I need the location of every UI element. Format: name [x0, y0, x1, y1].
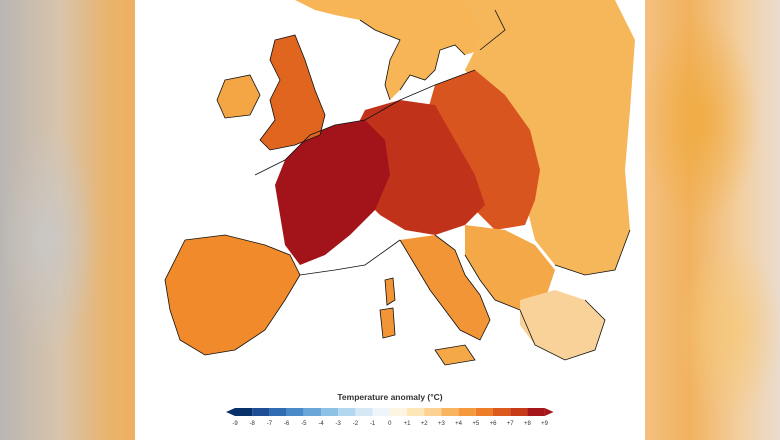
legend-tick-label: -8	[250, 421, 256, 427]
legend-swatch	[355, 408, 373, 416]
legend-tick-label: +1	[404, 421, 412, 427]
legend-tick-label: -7	[267, 421, 273, 427]
legend-tick-label: -2	[353, 421, 359, 427]
region-italy	[400, 235, 490, 340]
region-scandinavia	[295, 0, 505, 100]
legend-low-arrow	[226, 408, 235, 416]
legend: Temperature anomaly (°C) -9 -8 -7 -6 -5 -4 -3-…	[135, 388, 645, 440]
region-france-core	[275, 120, 390, 265]
region-iberia	[165, 235, 300, 355]
legend-swatch	[458, 408, 476, 416]
region-britain	[260, 35, 325, 150]
legend-tick-label: +5	[472, 421, 480, 427]
legend-swatch	[321, 408, 339, 416]
legend-title: Temperature anomaly (°C)	[337, 392, 443, 402]
legend-swatch	[252, 408, 270, 416]
legend-swatch	[338, 408, 356, 416]
map-panel: Temperature anomaly (°C) -9 -8 -7 -6 -5 -4 -3-…	[135, 0, 645, 440]
legend-tick-label: -6	[284, 421, 290, 427]
region-sicily	[435, 345, 475, 365]
legend-swatch	[389, 408, 407, 416]
region-sardinia	[380, 308, 395, 338]
coastlines	[164, 9, 631, 366]
legend-tick-label: +3	[438, 421, 446, 427]
legend-swatch	[286, 408, 304, 416]
legend-swatch	[407, 408, 425, 416]
legend-tick-label: -1	[370, 421, 376, 427]
legend-tick-label: -5	[301, 421, 307, 427]
legend-colorbar: -9 -8 -7 -6 -5 -4 -3 -2 -1 0 +1 +2 +3 +4 +5 +6 +7 +8 +9	[226, 408, 554, 427]
legend-swatch	[441, 408, 459, 416]
legend-swatch	[527, 408, 545, 416]
legend-swatch	[424, 408, 442, 416]
legend-tick-label: -4	[318, 421, 324, 427]
region-poland	[425, 70, 540, 230]
legend-swatch	[269, 408, 287, 416]
legend-tick-label: 0	[388, 421, 392, 427]
region-corsica	[385, 278, 395, 305]
legend-swatch	[493, 408, 511, 416]
region-greece	[520, 290, 605, 360]
legend-tick-label: +4	[455, 421, 463, 427]
region-ireland	[217, 75, 260, 118]
region-east	[465, 0, 635, 275]
legend-tick-label: +8	[524, 421, 532, 427]
legend-tick-label: -3	[336, 421, 342, 427]
region-balkans	[465, 225, 555, 310]
legend-tick-label: -9	[232, 421, 238, 427]
europe-map	[164, 0, 635, 366]
legend-swatch	[475, 408, 493, 416]
legend-high-arrow	[544, 408, 554, 416]
legend-swatch	[372, 408, 390, 416]
legend-tick-label: +2	[421, 421, 429, 427]
legend-tick-label: +7	[507, 421, 515, 427]
legend-swatch	[303, 408, 321, 416]
legend-tick-label: +9	[541, 421, 549, 427]
legend-swatch	[510, 408, 528, 416]
legend-swatch	[235, 408, 253, 416]
legend-tick-label: +6	[490, 421, 498, 427]
region-germany	[350, 100, 485, 235]
